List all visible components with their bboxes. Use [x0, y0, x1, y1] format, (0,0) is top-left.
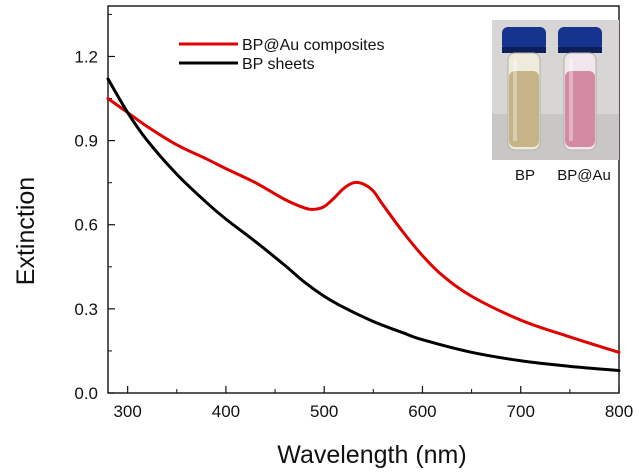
y-tick-label-1-2: 1.2 [74, 47, 98, 66]
y-tick-label-0-9: 0.9 [74, 132, 98, 151]
x-tick-label-700: 700 [507, 402, 535, 421]
bp-au-vial-cap-band-icon [558, 47, 602, 53]
y-axis-title: Extinction [12, 177, 40, 285]
bp-vial-cap-icon [502, 27, 546, 51]
inset-label-bp-au: BP@Au [557, 167, 611, 184]
x-axis-title: Wavelength (nm) [277, 441, 466, 469]
bp-vial-highlight-icon [513, 59, 517, 141]
y-tick-label-0-3: 0.3 [74, 300, 98, 319]
x-tick-label-800: 800 [605, 402, 633, 421]
inset-label-bp: BP [515, 167, 535, 184]
bp-au-vial-highlight-icon [569, 59, 573, 141]
series-line-bp-au-composites [106, 97, 621, 354]
x-tick-label-400: 400 [212, 402, 240, 421]
bp-vial [502, 27, 546, 151]
y-tick-label-0: 0.0 [74, 384, 98, 403]
legend-label-bp-sheets: BP sheets [242, 56, 315, 73]
legend-label-bp-au-composites: BP@Au composites [242, 37, 385, 54]
plot-frame [107, 5, 620, 394]
y-tick-label-0-6: 0.6 [74, 216, 98, 235]
bp-au-vial-liquid-icon [565, 71, 595, 147]
bp-au-vial [558, 27, 602, 151]
legend: BP@Au composites BP sheets [179, 37, 385, 73]
x-tick-label-300: 300 [113, 402, 141, 421]
x-tick-label-500: 500 [310, 402, 338, 421]
inset-photo: BP BP@Au [492, 20, 619, 184]
series-line-bp-sheets [106, 77, 621, 373]
bp-vial-liquid-icon [509, 71, 539, 147]
x-tick-label-600: 600 [408, 402, 436, 421]
bp-vial-cap-band-icon [502, 47, 546, 53]
bp-au-vial-cap-icon [558, 27, 602, 51]
